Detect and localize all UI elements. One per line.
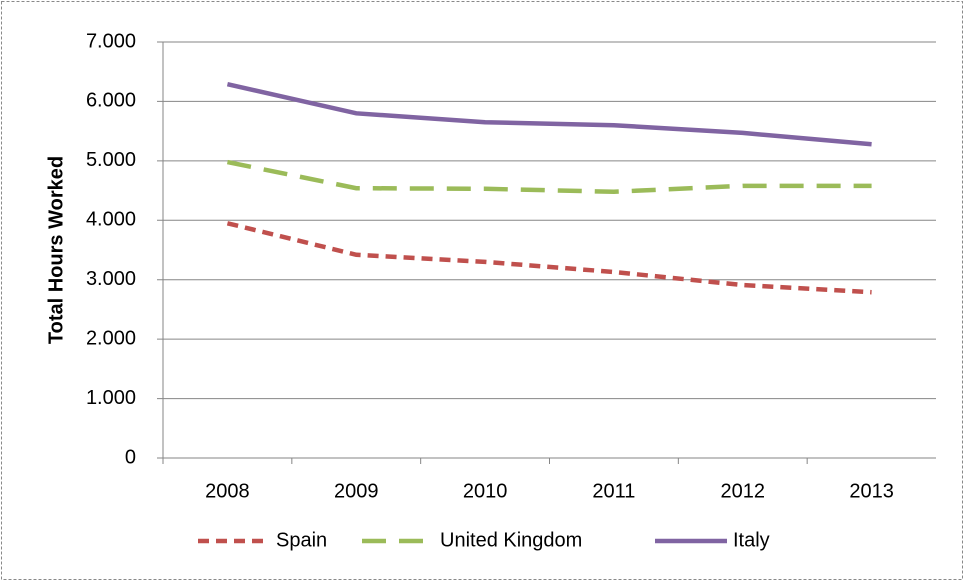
y-tick-label: 3.000 <box>86 268 136 290</box>
x-tick-label: 2008 <box>205 480 250 502</box>
y-tick-label: 7.000 <box>86 30 136 52</box>
x-tick-label: 2012 <box>721 480 766 502</box>
series-line <box>226 159 872 195</box>
legend-label: Italy <box>733 529 770 551</box>
x-tick-label: 2010 <box>463 480 508 502</box>
legend-label: United Kingdom <box>440 529 582 551</box>
y-tick-label: 5.000 <box>86 149 136 171</box>
y-tick-label: 1.000 <box>86 387 136 409</box>
series-line <box>226 81 872 147</box>
legend-label: Spain <box>276 529 327 551</box>
x-tick-label: 2013 <box>849 480 894 502</box>
series-line <box>226 221 872 295</box>
y-tick-label: 6.000 <box>86 90 136 112</box>
y-tick-label: 2.000 <box>86 327 136 349</box>
y-axis-label: Total Hours Worked <box>45 156 67 344</box>
y-tick-label: 4.000 <box>86 209 136 231</box>
y-tick-label: 0 <box>125 446 136 468</box>
x-tick-label: 2009 <box>334 480 379 502</box>
x-tick-label: 2011 <box>592 480 635 502</box>
